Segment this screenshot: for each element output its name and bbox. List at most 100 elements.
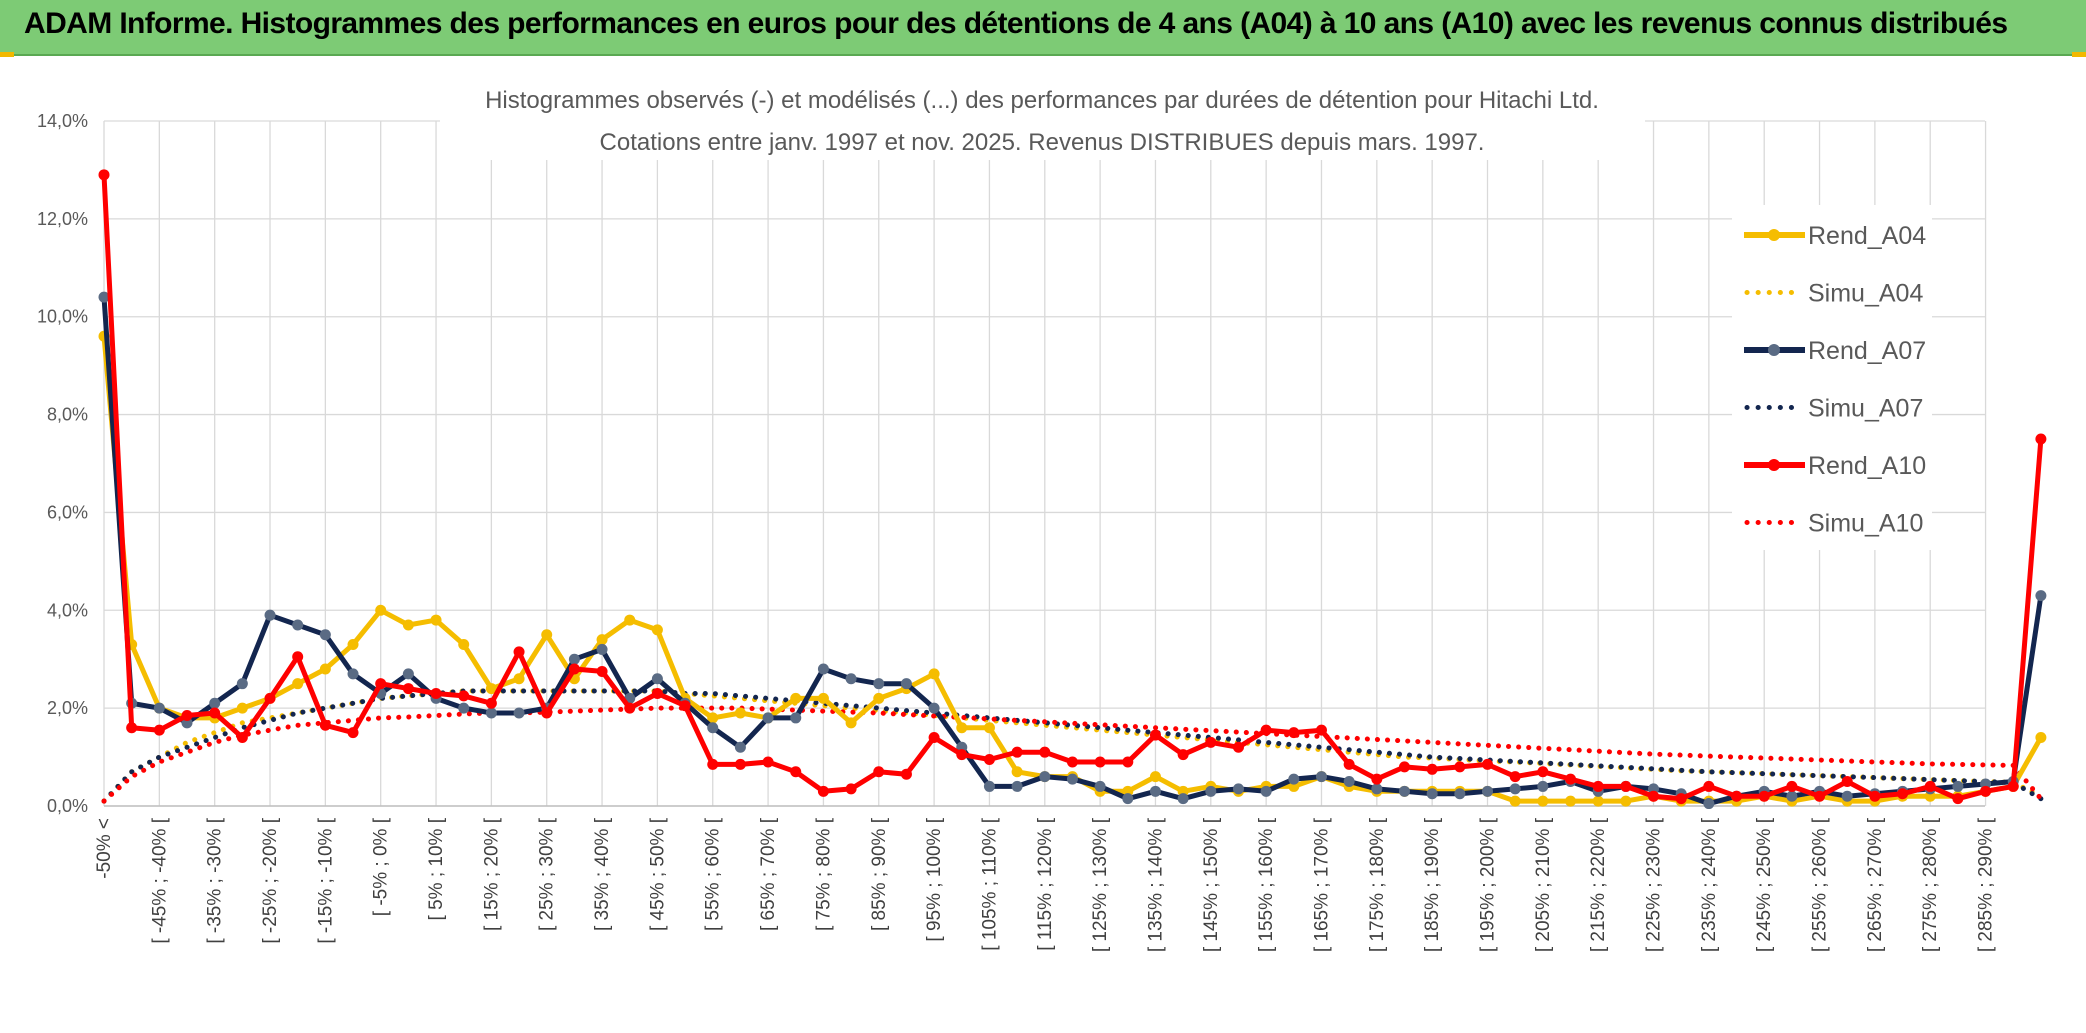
data-point [1094, 756, 1106, 768]
data-point [983, 722, 995, 734]
data-point [596, 643, 608, 655]
data-point [1039, 746, 1051, 758]
data-point [292, 678, 304, 690]
data-point [873, 678, 885, 690]
x-tick-label: -50% < [94, 818, 115, 879]
data-point [2035, 732, 2047, 743]
y-tick-label: 12,0% [37, 209, 88, 229]
data-point [1260, 785, 1272, 797]
data-point [430, 687, 442, 699]
data-point [928, 702, 940, 714]
data-point [1924, 780, 1936, 792]
chart-title-background [440, 82, 1645, 160]
data-point [956, 749, 968, 761]
data-point [2007, 780, 2019, 792]
legend-label: Simu_A07 [1808, 395, 1923, 423]
data-point [624, 702, 636, 714]
chart-series [98, 169, 2047, 810]
data-point [1509, 795, 1521, 807]
data-point [1565, 795, 1577, 807]
data-point [485, 697, 497, 709]
data-point [513, 707, 525, 719]
data-point [513, 673, 525, 685]
data-point [1869, 790, 1881, 802]
series-Simu_A10 [101, 705, 2044, 804]
data-point [1039, 771, 1051, 783]
data-point [458, 690, 470, 702]
data-point [375, 604, 387, 616]
data-point [153, 702, 165, 714]
data-point [1509, 771, 1521, 783]
data-point [1205, 785, 1217, 797]
data-point [1482, 785, 1493, 797]
series-Rend_A10 [98, 169, 2047, 805]
data-point [1122, 756, 1134, 768]
report-banner: ADAM Informe. Histogrammes des performan… [0, 0, 2086, 56]
x-tick-label: [ 105% ; 110% [ [979, 817, 1000, 950]
data-point [1398, 785, 1410, 797]
data-point [1232, 783, 1244, 795]
data-point [900, 678, 912, 690]
data-point [1482, 758, 1493, 770]
data-point [1149, 785, 1161, 797]
series-line [101, 705, 2044, 804]
x-tick-label: [ 205% ; 210% [ [1533, 817, 1554, 952]
x-tick-label: [ 65% ; 70% [ [758, 817, 779, 931]
y-axis-ticks: 0,0% 2,0% 4,0% 6,0% 8,0% 10,0% 12,0% 14,0% [37, 111, 88, 816]
data-point [513, 646, 525, 658]
data-point [1537, 766, 1549, 778]
data-point [1454, 788, 1466, 800]
data-point [1537, 795, 1549, 807]
legend-entry-Rend_A10: Rend_A10 [1744, 452, 1926, 480]
data-point [1205, 736, 1217, 748]
chart-subtitle: Cotations entre janv. 1997 et nov. 2025.… [600, 129, 1485, 156]
x-tick-label: [ 55% ; 60% [ [703, 817, 724, 931]
x-tick-label: [ 235% ; 240% [ [1699, 817, 1720, 952]
data-point [1454, 761, 1466, 773]
legend-label: Rend_A04 [1808, 222, 1926, 250]
data-point [1731, 790, 1743, 802]
data-point [1232, 741, 1244, 753]
data-point [236, 702, 248, 714]
data-point [1841, 790, 1853, 802]
x-tick-label: [ 165% ; 170% [ [1311, 817, 1332, 952]
data-point [1509, 783, 1521, 795]
chart-title: Histogrammes observés (-) et modélisés (… [485, 87, 1599, 114]
data-point [845, 783, 857, 795]
x-tick-label: [ 285% ; 290% [ [1976, 817, 1997, 952]
data-point [734, 741, 746, 753]
data-point [1177, 793, 1189, 805]
data-point [762, 712, 774, 724]
x-tick-label: [ 185% ; 190% [ [1422, 817, 1443, 952]
x-tick-label: [ 265% ; 270% [ [1865, 817, 1886, 952]
data-point [1703, 780, 1715, 792]
data-point [1315, 724, 1327, 736]
data-point [817, 663, 829, 675]
y-tick-label: 0,0% [47, 796, 88, 816]
data-point [1149, 729, 1161, 741]
legend-marker [1768, 344, 1780, 356]
data-point [236, 678, 248, 690]
data-point [1094, 780, 1106, 792]
x-tick-label: [ 135% ; 140% [ [1145, 817, 1166, 952]
data-point [1897, 788, 1909, 800]
data-point [983, 754, 995, 766]
x-tick-label: [ -45% ; -40% [ [149, 817, 170, 943]
data-point [1011, 746, 1023, 758]
data-point [734, 707, 746, 719]
x-tick-label: [ 25% ; 30% [ [537, 817, 558, 931]
data-point [762, 756, 774, 768]
x-axis-ticks: -50% < [ -45% ; -40% [[ -35% ; -30% [[ -2… [94, 817, 1997, 952]
data-point [1177, 749, 1189, 761]
data-point [624, 614, 636, 626]
x-tick-label: [ 115% ; 120% [ [1035, 817, 1056, 950]
data-point [1980, 785, 1992, 797]
y-tick-label: 10,0% [37, 307, 88, 327]
x-tick-label: [ 255% ; 260% [ [1810, 817, 1831, 952]
data-point [1066, 756, 1078, 768]
x-tick-label: [ 195% ; 200% [ [1478, 817, 1499, 952]
legend-marker [1768, 459, 1780, 471]
legend-entry-Rend_A04: Rend_A04 [1744, 222, 1926, 250]
data-point [319, 663, 331, 675]
